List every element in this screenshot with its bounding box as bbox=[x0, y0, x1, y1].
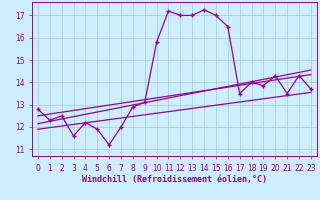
X-axis label: Windchill (Refroidissement éolien,°C): Windchill (Refroidissement éolien,°C) bbox=[82, 175, 267, 184]
